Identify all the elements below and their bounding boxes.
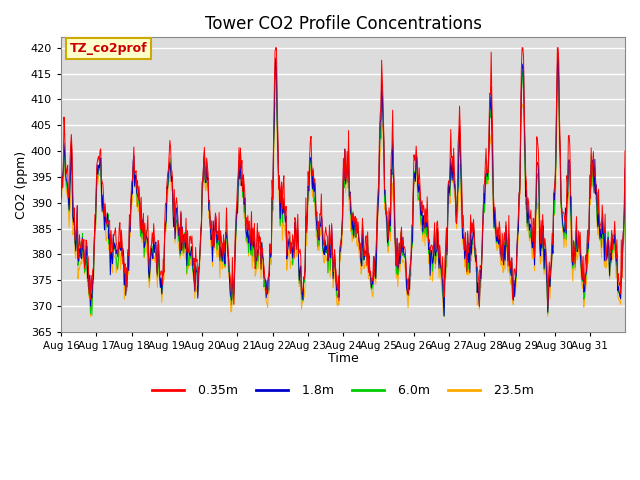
X-axis label: Time: Time [328,352,358,365]
Y-axis label: CO2 (ppm): CO2 (ppm) [15,151,28,219]
Text: TZ_co2prof: TZ_co2prof [70,42,147,55]
Title: Tower CO2 Profile Concentrations: Tower CO2 Profile Concentrations [205,15,481,33]
Legend:  0.35m,  1.8m,  6.0m,  23.5m: 0.35m, 1.8m, 6.0m, 23.5m [147,379,539,402]
